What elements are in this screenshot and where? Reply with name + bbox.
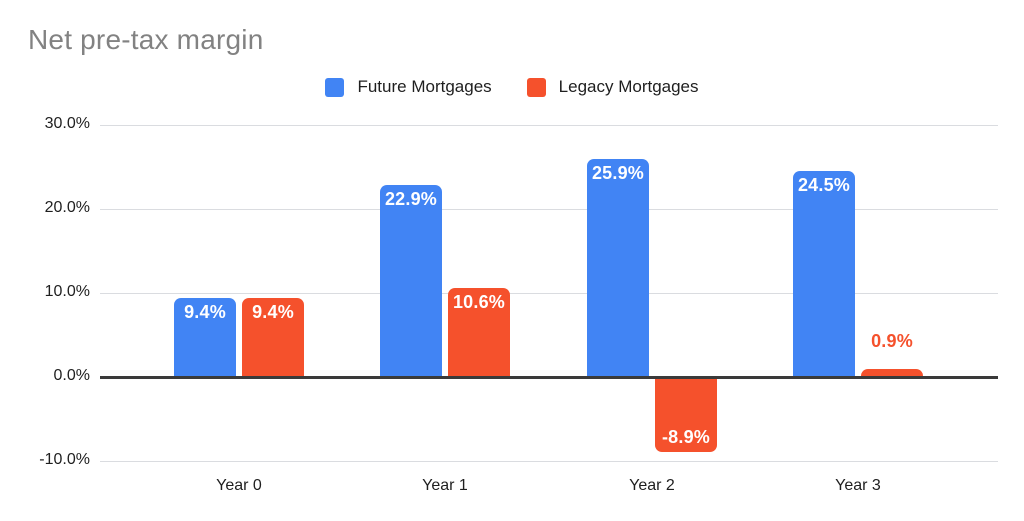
bar-future-mortgages-year-0 <box>174 298 236 377</box>
gridline <box>100 461 998 462</box>
legend-swatch-icon <box>526 77 546 97</box>
x-axis-category-label: Year 1 <box>422 477 468 494</box>
zero-axis-line <box>100 376 998 379</box>
y-axis-tick-label: -10.0% <box>39 451 90 468</box>
y-axis-tick-label: 30.0% <box>44 115 90 132</box>
bar-value-label: 0.9% <box>871 331 913 351</box>
legend-swatch-icon <box>325 77 345 97</box>
bar-value-label: -8.9% <box>661 427 711 447</box>
bar-future-mortgages-year-3 <box>793 171 855 377</box>
bar-legacy-mortgages-year-3 <box>861 369 923 377</box>
legend: Future Mortgages Legacy Mortgages <box>0 72 1024 102</box>
bar-value-label: 25.9% <box>591 163 645 183</box>
x-axis-category-label: Year 3 <box>835 477 881 494</box>
bar-legacy-mortgages-year-1 <box>448 288 510 377</box>
bar-future-mortgages-year-2 <box>587 159 649 377</box>
gridline <box>100 293 998 294</box>
bar-value-label: 10.6% <box>452 292 506 312</box>
gridline <box>100 209 998 210</box>
chart-title: Net pre-tax margin <box>28 24 264 55</box>
y-axis-tick-label: 0.0% <box>53 367 90 384</box>
legend-label: Future Mortgages <box>357 77 492 96</box>
bar-value-label: 24.5% <box>797 175 851 195</box>
legend-label: Legacy Mortgages <box>558 77 699 96</box>
gridline <box>100 125 998 126</box>
bar-value-label: 9.4% <box>252 302 294 322</box>
x-axis-category-label: Year 0 <box>216 477 262 494</box>
bar-legacy-mortgages-year-0 <box>242 298 304 377</box>
bar-future-mortgages-year-1 <box>380 185 442 377</box>
x-axis-category-label: Year 2 <box>629 477 675 494</box>
bar-value-label: 22.9% <box>384 189 438 209</box>
bar-value-label: 9.4% <box>184 302 226 322</box>
bar-legacy-mortgages-year-2 <box>655 377 717 452</box>
y-axis-tick-label: 10.0% <box>44 283 90 300</box>
legend-item-legacy-mortgages: Legacy Mortgages <box>526 77 699 97</box>
y-axis-tick-label: 20.0% <box>44 199 90 216</box>
legend-item-future-mortgages: Future Mortgages <box>325 77 492 97</box>
